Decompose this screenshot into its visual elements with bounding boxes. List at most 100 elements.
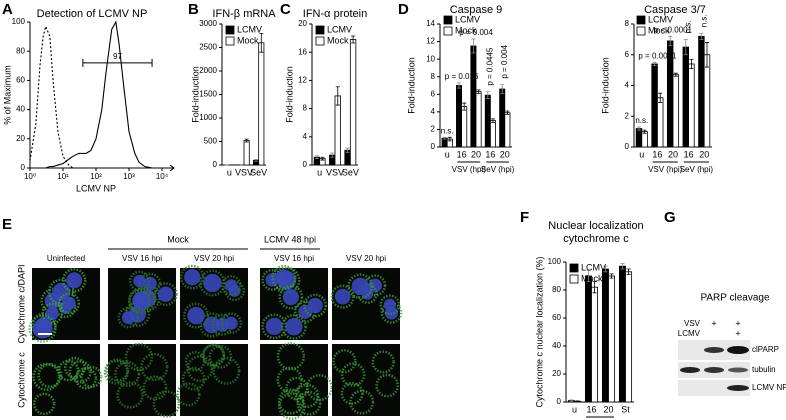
error-bar [490, 118, 495, 123]
blot [678, 340, 750, 396]
error-bar [244, 138, 249, 143]
row-label: Cytochrome c/DAPI [16, 264, 26, 343]
cell-cyto [105, 358, 129, 382]
annotation: n.s. [635, 116, 648, 125]
error-bar [471, 38, 476, 54]
cell-cyto [176, 382, 201, 407]
error-bar [569, 399, 574, 402]
y-tick-label: 0 [213, 160, 218, 169]
chart-title: Detection of LCMV NP [37, 8, 148, 20]
x-tick-label: u [572, 404, 577, 414]
legend-label: Mock [327, 35, 349, 45]
y-tick-label: 100 [12, 17, 26, 26]
y-tick-label: 80 [552, 285, 561, 294]
error-bar [642, 129, 647, 134]
error-bar [500, 84, 505, 94]
x-tick-label: 20 [471, 149, 481, 159]
gate [82, 58, 153, 67]
bar [591, 286, 599, 403]
cell-cyto [303, 293, 328, 318]
error-bar [673, 72, 678, 77]
cell-cyto [332, 348, 357, 374]
cell-cyto [179, 264, 205, 290]
x-tick-label: SeV [342, 167, 359, 177]
legend-swatch [636, 15, 646, 25]
cell-cyto [114, 361, 141, 388]
bar [618, 265, 626, 403]
cell-cyto [140, 352, 169, 382]
micrograph [260, 342, 334, 420]
y-tick-label: 60 [16, 76, 25, 85]
cell-nucleus [275, 269, 293, 287]
scale-bar [38, 333, 52, 335]
bar [334, 95, 341, 166]
bar [698, 35, 705, 148]
error-bar [636, 126, 641, 131]
column-label: VSV 20 hpi [194, 254, 234, 263]
error-bar [626, 268, 631, 275]
panel-label: A [2, 1, 13, 18]
cell-nucleus [225, 279, 238, 292]
bar [584, 275, 592, 403]
cell-cyto [68, 360, 92, 384]
cell-cyto [294, 383, 320, 409]
y-tick-label: 20 [16, 134, 25, 143]
y-tick-label: 0 [431, 142, 436, 151]
cell-cyto [277, 388, 305, 415]
x-tick-label: 16 [652, 149, 662, 159]
cell-nucleus [285, 318, 303, 336]
group-label: SeV (hpi) [680, 165, 714, 174]
micrograph [103, 342, 181, 418]
row-label: Cytochrome c [16, 352, 26, 408]
chart-title: IFN-α protein [303, 8, 367, 20]
cell-cyto [278, 284, 304, 310]
legend-swatch [569, 274, 579, 284]
y-tick-label: 8 [303, 104, 308, 113]
cell-nucleus [32, 318, 53, 339]
cell-nucleus [351, 277, 369, 295]
cell-cyto [32, 392, 56, 416]
bar [258, 42, 265, 166]
y-tick-label: 6 [431, 89, 436, 98]
group-label: VSV (hpi) [648, 165, 683, 174]
y-tick-label: 14 [426, 19, 435, 28]
error-bar [442, 136, 447, 140]
x-tick-label: 20 [603, 404, 613, 414]
x-tick-label: u [317, 167, 322, 177]
annotation: p = 0.016 [445, 72, 479, 81]
bar [456, 85, 462, 148]
y-tick-label: 8 [431, 72, 436, 81]
y-tick-label: 2 [625, 111, 630, 120]
error-bar [320, 156, 325, 161]
error-bar [689, 58, 694, 69]
y-axis-label: Fold-induction [190, 66, 200, 123]
bar [475, 91, 482, 148]
plus-sign: + [735, 318, 740, 328]
cell-cyto [142, 375, 168, 401]
error-bar [699, 32, 704, 40]
bar [688, 63, 695, 148]
y-tick-label: 12 [426, 37, 435, 46]
annotation: n.s. [441, 126, 454, 135]
legend-swatch [225, 36, 235, 46]
legend-label: LCMV [455, 14, 480, 24]
error-bar [335, 86, 340, 106]
legend-label: Mock [237, 35, 259, 45]
group-label: VSV (hpi) [452, 165, 487, 174]
chart-title: Caspase 9 [450, 4, 503, 16]
cell-cyto [220, 275, 242, 296]
y-axis-label: % of Maximum [2, 65, 12, 125]
cell-cyto [116, 381, 144, 409]
cell-nucleus [121, 311, 135, 325]
cell-cyto [371, 350, 395, 374]
panel-label: D [398, 1, 409, 18]
y-tick-label: 8 [625, 19, 630, 28]
error-bar [259, 33, 264, 53]
error-bar [705, 42, 710, 68]
cell-cyto [271, 265, 297, 291]
error-bar [592, 281, 597, 294]
panel-label: E [2, 216, 12, 233]
x-tick-label: St [621, 404, 630, 414]
bar [682, 46, 690, 148]
